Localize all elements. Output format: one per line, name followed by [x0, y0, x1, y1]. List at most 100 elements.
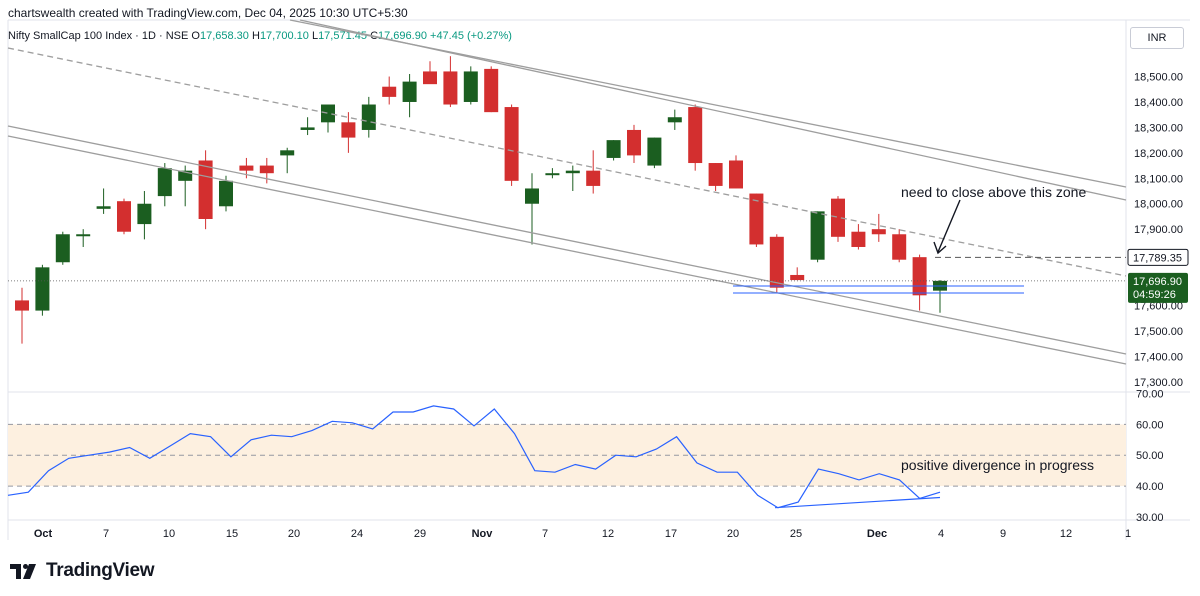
candle-body: [463, 71, 478, 102]
candle-body: [749, 193, 764, 245]
rsi-axis-label: 60.00: [1136, 419, 1164, 431]
time-axis-label: 1: [1125, 528, 1131, 540]
countdown-tag-label: 04:59:26: [1133, 289, 1176, 301]
price-axis-label: 18,200.00: [1134, 148, 1183, 160]
candle-body: [871, 229, 886, 235]
tradingview-logo-text: TradingView: [46, 560, 155, 581]
chart-header: chartswealth created with TradingView.co…: [8, 6, 408, 20]
candle-body: [117, 201, 131, 232]
rsi-axis-label: 30.00: [1136, 512, 1164, 524]
candle-body: [137, 203, 152, 225]
candle-body: [627, 129, 641, 156]
rsi-line: [7, 405, 941, 509]
candle-body: [361, 104, 376, 130]
symbol-ohlc-bar: Nifty SmallCap 100 Index · 1D · NSE O17,…: [8, 30, 512, 42]
resistance-price-tag-label: 17,789.35: [1133, 252, 1182, 264]
resistance-price-tag: [1127, 248, 1189, 266]
time-axis-label: Oct: [34, 528, 53, 540]
candle-body: [892, 234, 907, 260]
rsi-axis-label: 40.00: [1136, 481, 1164, 493]
candle-body: [606, 140, 621, 158]
candle-body: [157, 168, 172, 197]
tradingview-logo-icon: [10, 564, 36, 579]
candle-body: [15, 300, 29, 311]
candle-body: [586, 170, 601, 186]
overlay-group: need to close above this zone positive di…: [7, 19, 1127, 473]
price-axis-label: 17,500.00: [1134, 326, 1183, 338]
lower-channel-line-1: [7, 125, 1127, 355]
price-axis-label: 17,600.00: [1134, 301, 1183, 313]
candle-body: [178, 170, 193, 181]
rsi-axis-label: 70.00: [1136, 389, 1164, 401]
time-axis-label: 24: [351, 528, 363, 540]
candle-body: [667, 117, 682, 123]
candle-body: [525, 188, 539, 204]
time-axis-label: 12: [1060, 528, 1072, 540]
time-axis-label: 15: [226, 528, 238, 540]
time-axis-label: Dec: [867, 528, 887, 540]
rsi-pane[interactable]: [7, 405, 1126, 509]
candle-body: [545, 173, 560, 176]
symbol-name: Nifty SmallCap 100 Index · 1D · NSE: [8, 30, 189, 42]
candle-body: [688, 107, 703, 164]
candle-body: [341, 122, 356, 138]
open-label: O: [191, 30, 200, 42]
close-value: 17,696.90: [378, 30, 427, 42]
candle-body: [790, 274, 805, 281]
price-axis-label: 18,000.00: [1134, 199, 1183, 211]
time-axis-label: 17: [665, 528, 677, 540]
candle-body: [382, 86, 397, 97]
annotation-arrow: [937, 199, 961, 253]
candle-body: [831, 198, 845, 237]
last-price-tag-label: 17,696.90: [1133, 276, 1182, 288]
candle-body: [484, 68, 499, 113]
candle-body: [647, 137, 662, 166]
time-axis-label: 7: [542, 528, 548, 540]
time-axis-label: 29: [414, 528, 426, 540]
price-axis-label: 18,100.00: [1134, 173, 1183, 185]
lower-channel-line-2: [7, 135, 1127, 365]
high-label: H: [251, 30, 260, 42]
price-axis-label: 17,300.00: [1134, 377, 1183, 389]
candle-body: [219, 180, 233, 207]
upper-channel-line-2: [299, 19, 1127, 201]
candle-body: [912, 257, 927, 296]
candle-body: [729, 160, 743, 189]
candle-body: [443, 71, 458, 105]
candle-body: [259, 165, 274, 174]
annotation-text-rsi: positive divergence in progress: [901, 457, 1094, 473]
candle-body: [239, 165, 254, 171]
candle-body: [423, 71, 437, 85]
time-axis-label: 12: [602, 528, 614, 540]
candle-body: [708, 163, 723, 186]
axes-group: 18,500.00 18,400.00 18,300.00 18,200.00 18,1…: [34, 72, 1189, 540]
time-axis-label: 9: [1000, 528, 1006, 540]
time-axis-label: Nov: [472, 528, 494, 540]
candles-group: [15, 56, 947, 344]
candle-body: [851, 231, 866, 247]
time-axis-label: 10: [163, 528, 175, 540]
low-label: L: [311, 30, 319, 42]
dashed-trend-line: [7, 47, 1127, 277]
candle-body: [35, 267, 50, 311]
candle-body: [76, 234, 91, 237]
open-value: 17,658.30: [199, 30, 249, 42]
time-axis-label: 20: [727, 528, 739, 540]
time-axis-label: 20: [288, 528, 300, 540]
candle-body: [321, 104, 335, 123]
candle-body: [504, 107, 519, 181]
price-axis-label: 17,900.00: [1134, 224, 1183, 236]
high-value: 17,700.10: [259, 30, 309, 42]
candle-body: [280, 150, 295, 156]
candle-body: [769, 236, 784, 288]
change-value: +47.45 (+0.27%): [430, 30, 512, 42]
rsi-divergence-line: [774, 496, 941, 509]
currency-button[interactable]: INR: [1130, 27, 1184, 49]
candle-body: [96, 206, 111, 209]
last-price-tag: [1128, 272, 1188, 303]
tradingview-logo[interactable]: TradingView: [10, 560, 155, 582]
price-axis-label: 18,400.00: [1134, 97, 1183, 109]
price-axis-label: 18,500.00: [1134, 72, 1183, 84]
time-axis-label: 25: [790, 528, 802, 540]
